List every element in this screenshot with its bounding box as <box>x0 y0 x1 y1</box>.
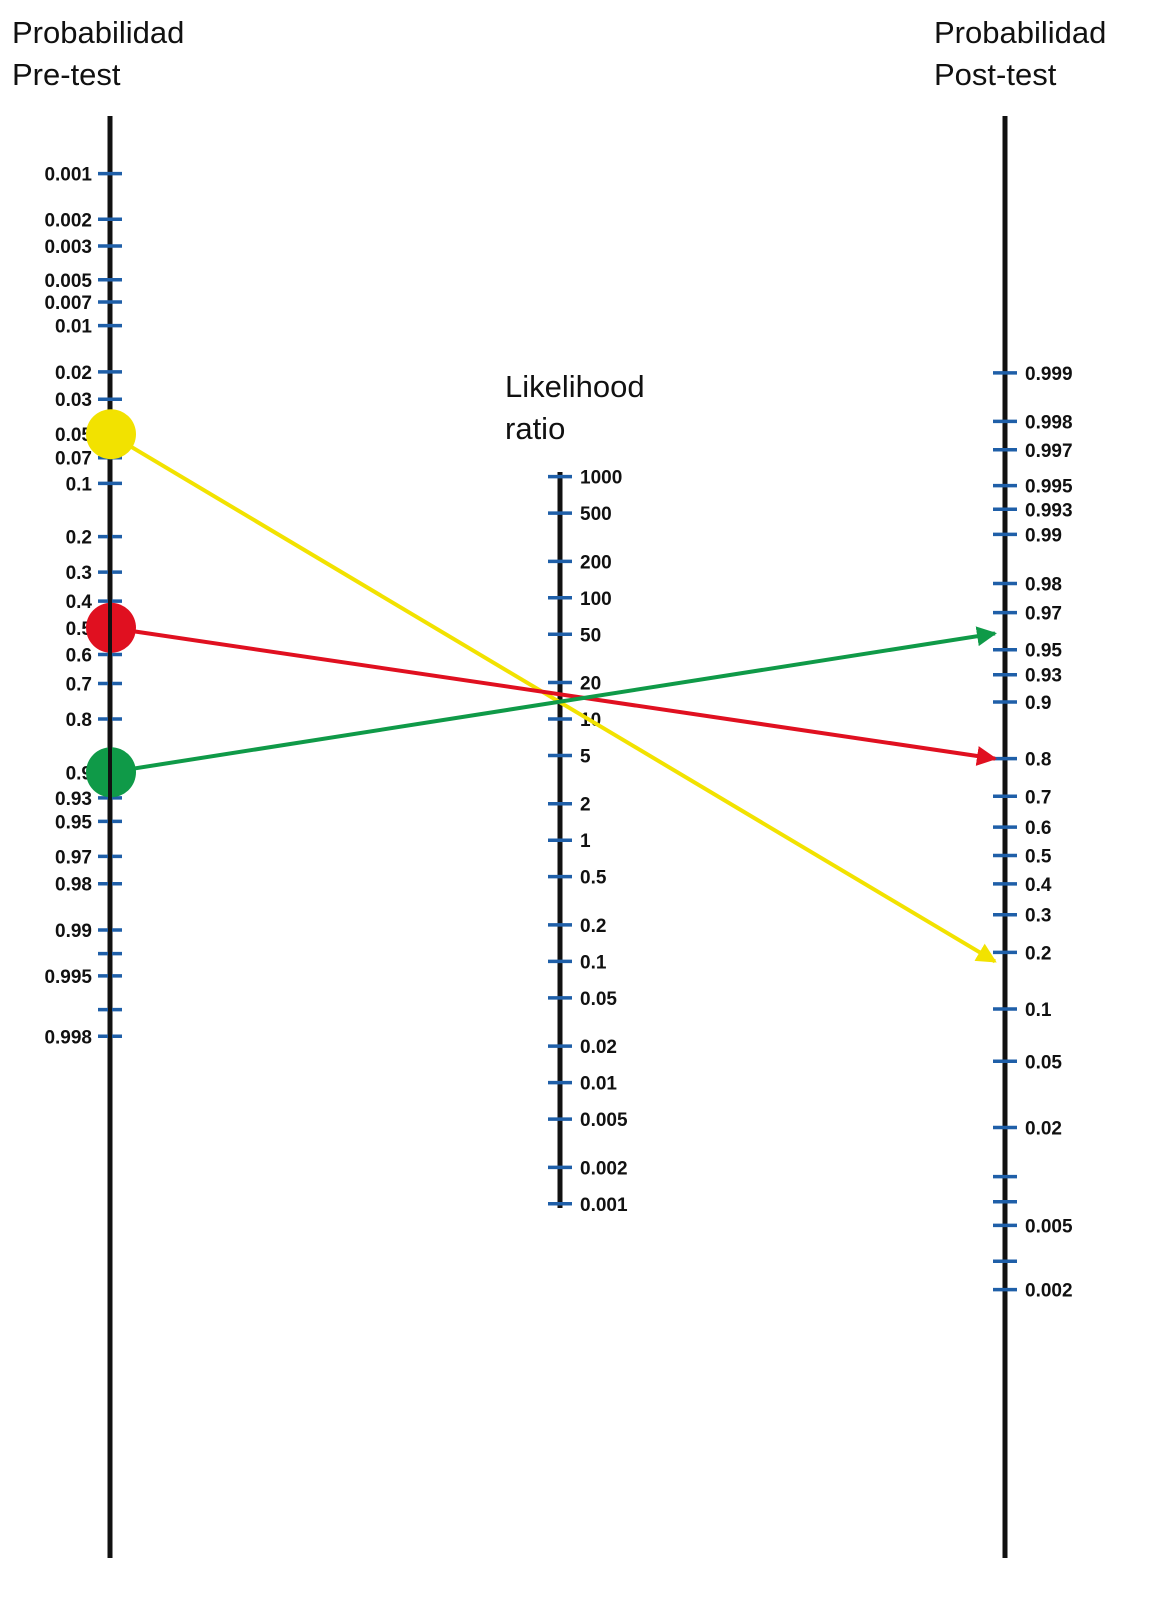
lr-tick-label-2: 200 <box>580 552 612 573</box>
posttest-tick-label-19: 0.05 <box>1025 1052 1062 1073</box>
lr-tick-label-12: 0.1 <box>580 952 607 973</box>
lr-tick-label-3: 100 <box>580 589 612 610</box>
lr-title: Likelihood ratio <box>505 366 645 450</box>
posttest-title: Probabilidad Post-test <box>934 12 1106 96</box>
pretest-tick-label-25: 0.995 <box>44 967 92 988</box>
pretest-title-line1: Probabilidad <box>12 15 185 50</box>
pretest-tick-label-14: 0.5 <box>66 619 93 640</box>
pretest-tick-label-13: 0.4 <box>66 592 93 613</box>
posttest-tick-label-14: 0.5 <box>1025 847 1052 868</box>
pretest-tick-label-0: 0.001 <box>44 165 92 186</box>
pretest-tick-label-20: 0.95 <box>55 812 92 833</box>
posttest-tick-label-7: 0.97 <box>1025 604 1062 625</box>
pretest-tick-label-10: 0.1 <box>66 474 93 495</box>
posttest-tick-label-3: 0.995 <box>1025 477 1073 498</box>
lr-title-line2: ratio <box>505 411 566 446</box>
green-line <box>109 626 997 775</box>
lr-tick-label-17: 0.002 <box>580 1158 628 1179</box>
posttest-tick-label-8: 0.95 <box>1025 641 1062 662</box>
lr-tick-label-9: 1 <box>580 831 591 852</box>
posttest-title-line1: Probabilidad <box>934 15 1107 50</box>
posttest-tick-label-5: 0.99 <box>1025 525 1062 546</box>
pretest-tick-label-7: 0.03 <box>55 390 92 411</box>
posttest-tick-label-20: 0.02 <box>1025 1118 1062 1139</box>
pretest-tick-label-18: 0.9 <box>66 763 92 784</box>
pretest-tick-label-23: 0.99 <box>55 921 92 942</box>
posttest-tick-label-4: 0.993 <box>1025 500 1073 521</box>
posttest-tick-label-11: 0.8 <box>1025 750 1051 771</box>
pretest-tick-label-11: 0.2 <box>66 528 92 549</box>
posttest-tick-label-25: 0.002 <box>1025 1281 1073 1302</box>
lr-tick-label-4: 50 <box>580 625 601 646</box>
pretest-tick-label-1: 0.002 <box>44 210 92 231</box>
lr-tick-label-11: 0.2 <box>580 916 606 937</box>
pretest-tick-label-8: 0.05 <box>55 425 92 446</box>
pretest-tick-label-16: 0.7 <box>66 675 92 696</box>
pretest-tick-label-19: 0.93 <box>55 789 92 810</box>
posttest-tick-label-6: 0.98 <box>1025 575 1062 596</box>
yellow-line <box>108 432 997 964</box>
pretest-tick-label-17: 0.8 <box>66 710 92 731</box>
posttest-tick-label-0: 0.999 <box>1025 364 1073 385</box>
lr-tick-label-16: 0.005 <box>580 1110 628 1131</box>
pretest-tick-label-3: 0.005 <box>44 271 92 292</box>
posttest-tick-label-17: 0.2 <box>1025 943 1051 964</box>
posttest-tick-label-9: 0.93 <box>1025 666 1062 687</box>
pretest-tick-label-2: 0.003 <box>44 237 92 258</box>
pretest-tick-label-21: 0.97 <box>55 847 92 868</box>
posttest-tick-label-2: 0.997 <box>1025 441 1073 462</box>
lr-tick-label-14: 0.02 <box>580 1037 617 1058</box>
posttest-tick-label-1: 0.998 <box>1025 412 1073 433</box>
posttest-tick-label-23: 0.005 <box>1025 1216 1073 1237</box>
posttest-tick-label-18: 0.1 <box>1025 1000 1052 1021</box>
pretest-tick-label-15: 0.6 <box>66 645 92 666</box>
pretest-tick-label-22: 0.98 <box>55 875 92 896</box>
pretest-tick-label-4: 0.007 <box>44 293 92 314</box>
posttest-tick-label-15: 0.4 <box>1025 875 1052 896</box>
posttest-tick-label-10: 0.9 <box>1025 693 1051 714</box>
pretest-title-line2: Pre-test <box>12 57 121 92</box>
yellow-start-dot <box>86 409 136 460</box>
posttest-title-line2: Post-test <box>934 57 1057 92</box>
pretest-tick-label-12: 0.3 <box>66 563 92 584</box>
lr-tick-label-18: 0.001 <box>580 1195 628 1216</box>
lr-tick-label-15: 0.01 <box>580 1074 617 1095</box>
lr-tick-label-5: 20 <box>580 674 601 695</box>
pretest-tick-label-9: 0.07 <box>55 449 92 470</box>
pretest-tick-label-6: 0.02 <box>55 363 92 384</box>
lr-tick-label-1: 500 <box>580 504 612 525</box>
lr-tick-label-0: 1000 <box>580 468 622 489</box>
red-line <box>109 625 997 766</box>
posttest-tick-label-16: 0.3 <box>1025 906 1051 927</box>
posttest-tick-label-12: 0.7 <box>1025 787 1051 808</box>
lr-title-line1: Likelihood <box>505 369 645 404</box>
lr-tick-label-7: 5 <box>580 746 591 767</box>
pretest-tick-label-27: 0.998 <box>44 1027 92 1048</box>
pretest-tick-label-5: 0.01 <box>55 317 92 338</box>
lr-tick-label-10: 0.5 <box>580 868 607 889</box>
lr-tick-label-8: 2 <box>580 795 591 816</box>
lr-tick-label-13: 0.05 <box>580 989 617 1010</box>
pretest-title: Probabilidad Pre-test <box>12 12 184 96</box>
posttest-tick-label-13: 0.6 <box>1025 818 1051 839</box>
